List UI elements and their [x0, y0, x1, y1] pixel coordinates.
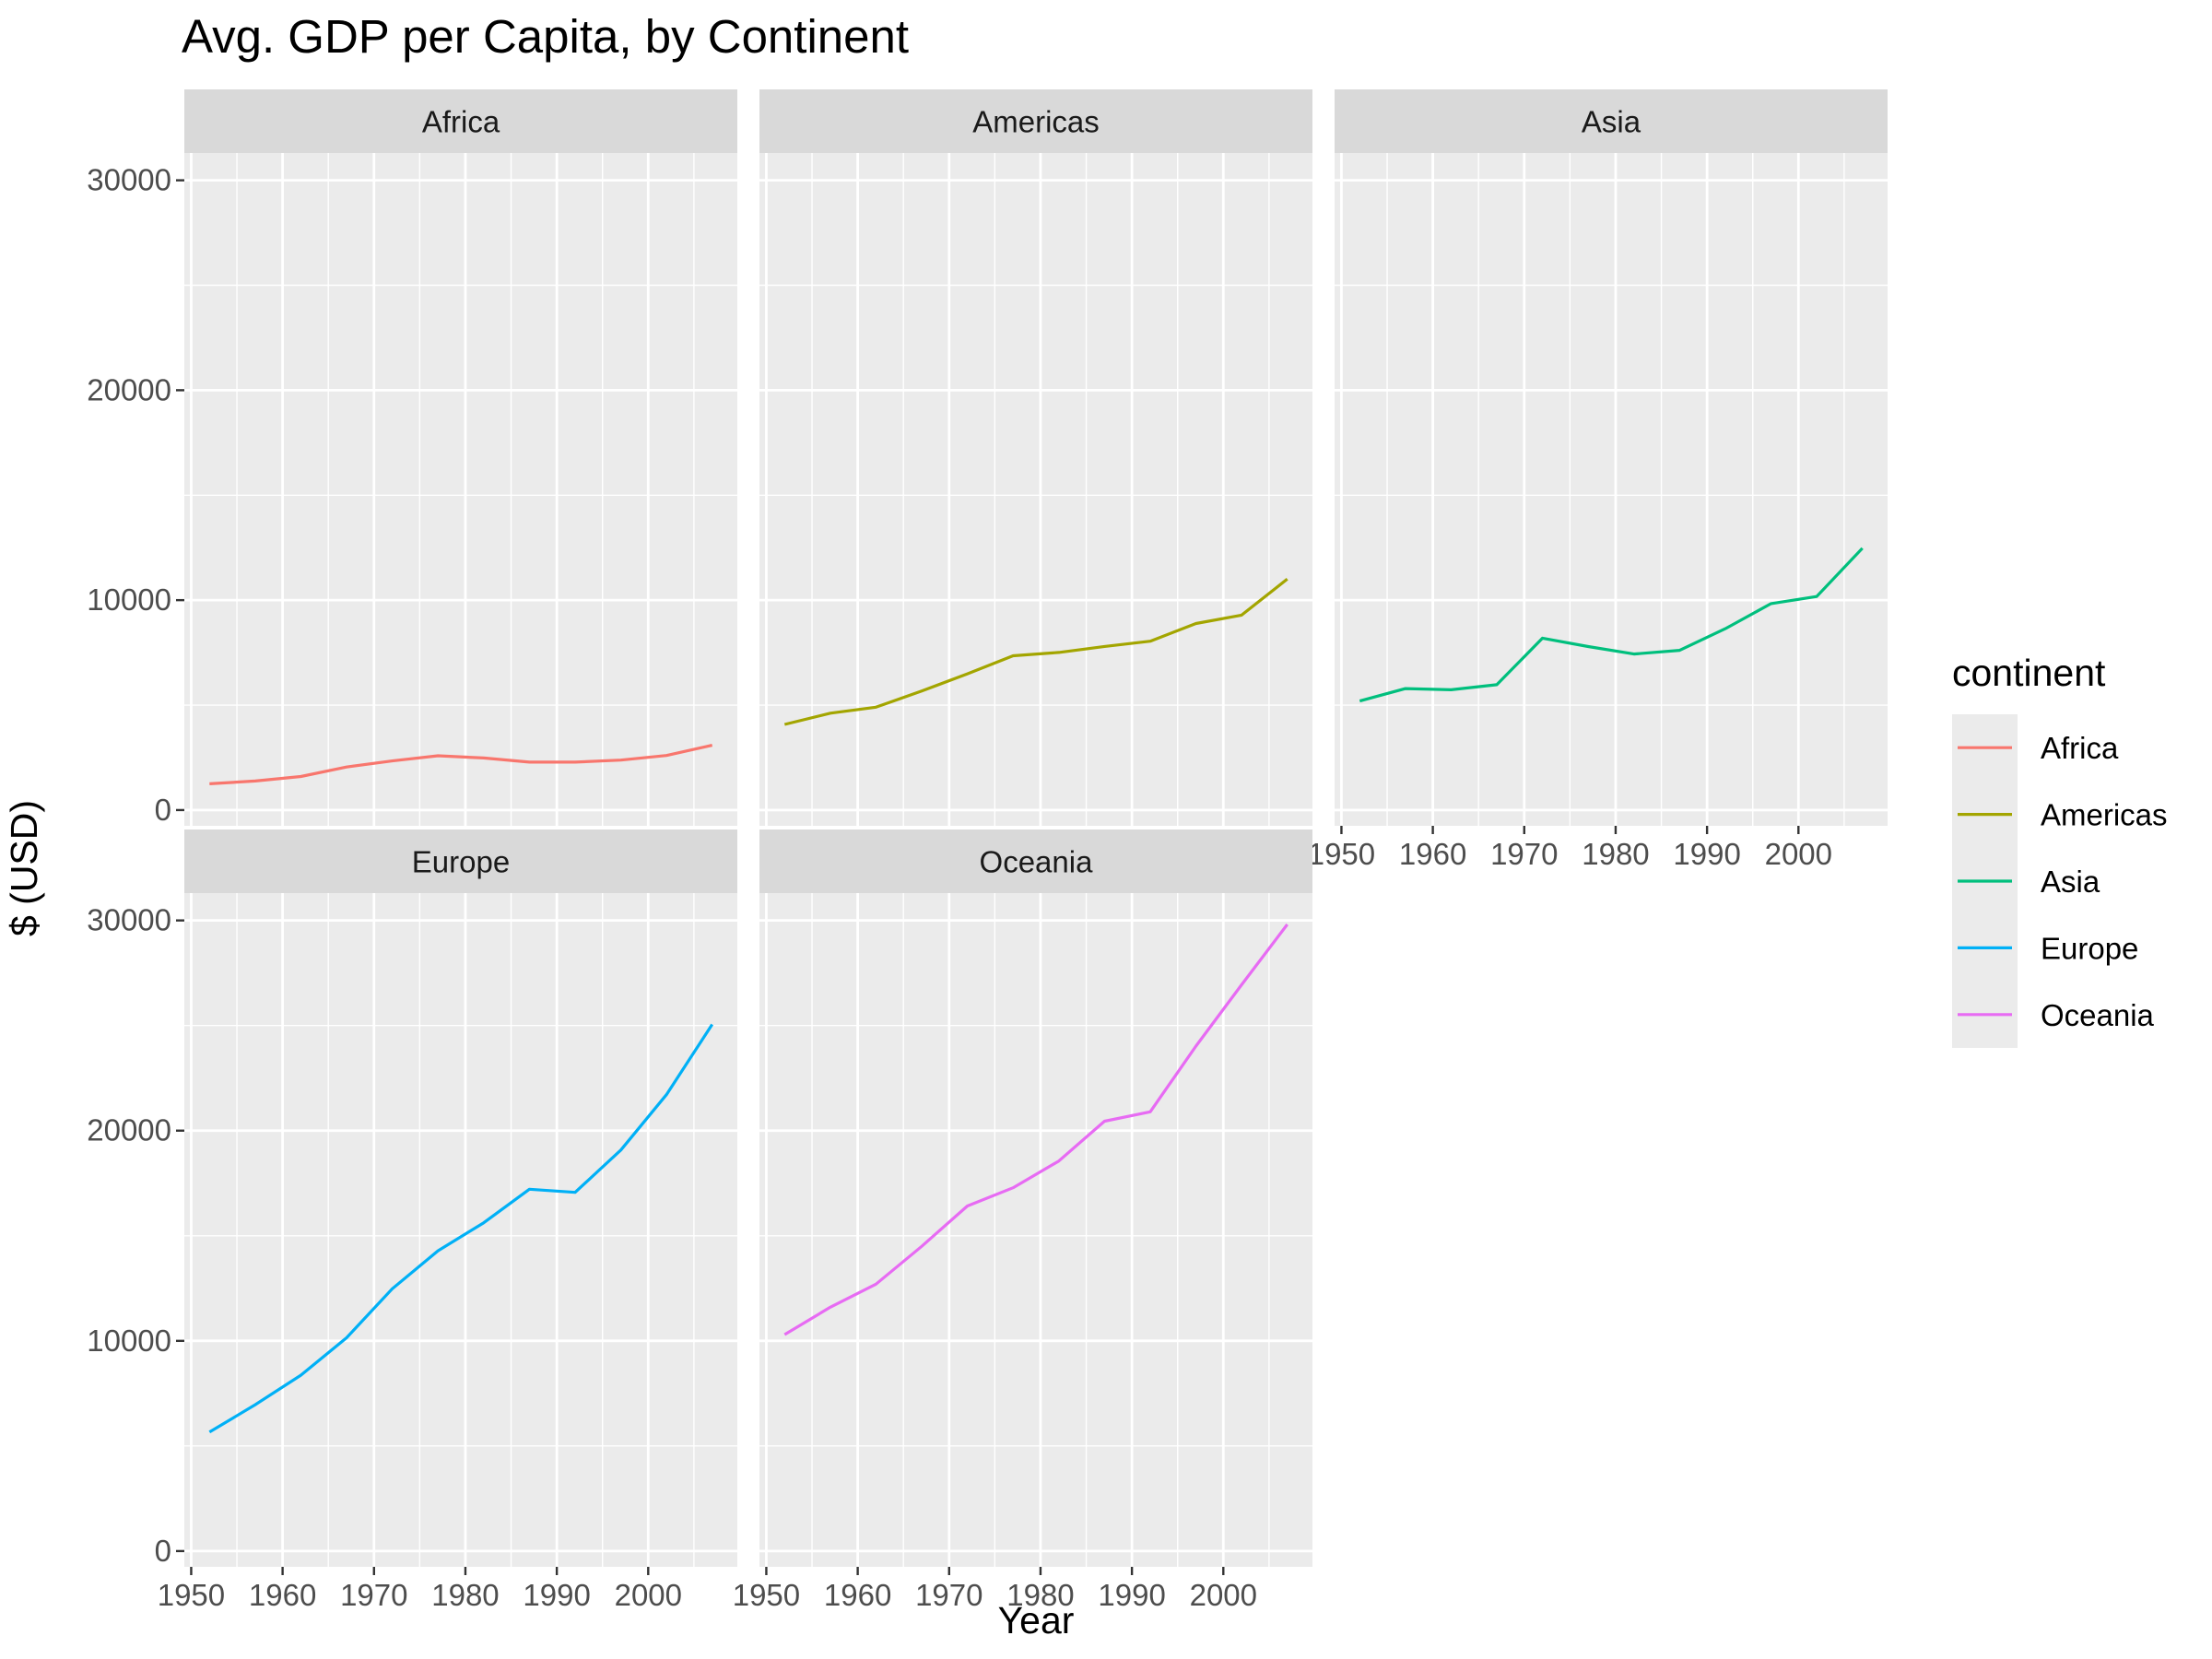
- strip-label-americas: Americas: [972, 105, 1100, 139]
- panel-background-asia: [1335, 153, 1888, 826]
- series-line-asia: [1359, 547, 1864, 703]
- strip-africa: [184, 89, 737, 153]
- panel-background-oceania: [759, 893, 1312, 1567]
- legend-item-asia: Asia: [1958, 865, 2100, 899]
- y-axis-title: $ (USD): [3, 800, 45, 936]
- x-tick-label: 1960: [249, 1578, 316, 1612]
- panel-oceania: Oceania 1950 1960 1970 1980 1990 2000: [733, 830, 1312, 1612]
- x-tick-label: 1990: [523, 1578, 590, 1612]
- legend-label-oceania: Oceania: [2041, 998, 2155, 1032]
- x-tick-label: 1960: [824, 1578, 891, 1612]
- panel-background-americas: [759, 153, 1312, 826]
- panel-background-europe: [184, 893, 737, 1567]
- x-tick-label: 1980: [1006, 1578, 1074, 1612]
- x-tick-label: 2000: [1190, 1578, 1257, 1612]
- strip-label-oceania: Oceania: [980, 845, 1094, 879]
- legend-label-americas: Americas: [2041, 798, 2168, 832]
- panel-europe: Europe 0 10000 20000 30000 1950 1960 1970 1980 19…: [87, 830, 737, 1612]
- y-tick-label: 20000: [87, 372, 171, 406]
- x-tick-label: 1970: [340, 1578, 407, 1612]
- x-tick-label: 1990: [1098, 1578, 1165, 1612]
- y-tick-label: 30000: [87, 903, 171, 937]
- legend-label-europe: Europe: [2041, 931, 2138, 965]
- strip-americas: [759, 89, 1312, 153]
- legend: continent Africa Americas Asia Europe Oceani…: [1952, 652, 2168, 1048]
- series-line-africa: [209, 744, 713, 785]
- strip-oceania: [759, 830, 1312, 893]
- x-tick-label: 1990: [1673, 837, 1740, 871]
- chart-title: Avg. GDP per Capita, by Continent: [182, 10, 909, 63]
- y-tick-label: 20000: [87, 1113, 171, 1147]
- panel-asia: Asia 1950 1960 1970 1980 1990 2000: [1308, 89, 1888, 871]
- strip-asia: [1335, 89, 1888, 153]
- legend-item-oceania: Oceania: [1958, 998, 2155, 1032]
- series-line-europe: [208, 1023, 714, 1434]
- series-line-oceania: [783, 924, 1288, 1336]
- legend-item-americas: Americas: [1958, 798, 2168, 832]
- x-tick-label: 2000: [615, 1578, 682, 1612]
- x-axis-title: Year: [998, 1599, 1075, 1641]
- x-tick-label: 1970: [915, 1578, 982, 1612]
- legend-label-africa: Africa: [2041, 731, 2119, 765]
- x-tick-label: 1980: [431, 1578, 499, 1612]
- legend-title: continent: [1952, 652, 2106, 694]
- x-tick-label: 1950: [733, 1578, 800, 1612]
- x-tick-label: 1970: [1490, 837, 1558, 871]
- strip-label-europe: Europe: [412, 845, 510, 879]
- x-tick-label: 1950: [1308, 837, 1375, 871]
- legend-item-africa: Africa: [1958, 731, 2119, 765]
- strip-label-africa: Africa: [422, 105, 500, 139]
- y-tick-label: 0: [155, 1534, 171, 1568]
- panel-background-africa: [184, 153, 737, 826]
- x-tick-label: 1980: [1582, 837, 1649, 871]
- y-tick-label: 10000: [87, 1324, 171, 1358]
- x-tick-label: 1960: [1399, 837, 1466, 871]
- x-tick-label: 1950: [158, 1578, 225, 1612]
- x-tick-label: 2000: [1765, 837, 1832, 871]
- y-tick-label: 30000: [87, 163, 171, 197]
- series-line-americas: [783, 578, 1288, 726]
- strip-europe: [184, 830, 737, 893]
- legend-item-europe: Europe: [1958, 931, 2138, 965]
- legend-label-asia: Asia: [2041, 865, 2100, 899]
- strip-label-asia: Asia: [1582, 105, 1641, 139]
- legend-keys: Africa Americas Asia Europe Oceania: [1958, 731, 2168, 1032]
- panel-africa: Africa 0 10000 20000 30000: [87, 89, 737, 827]
- panel-americas: Americas: [759, 89, 1312, 826]
- y-tick-label: 10000: [87, 582, 171, 617]
- y-tick-label: 0: [155, 793, 171, 827]
